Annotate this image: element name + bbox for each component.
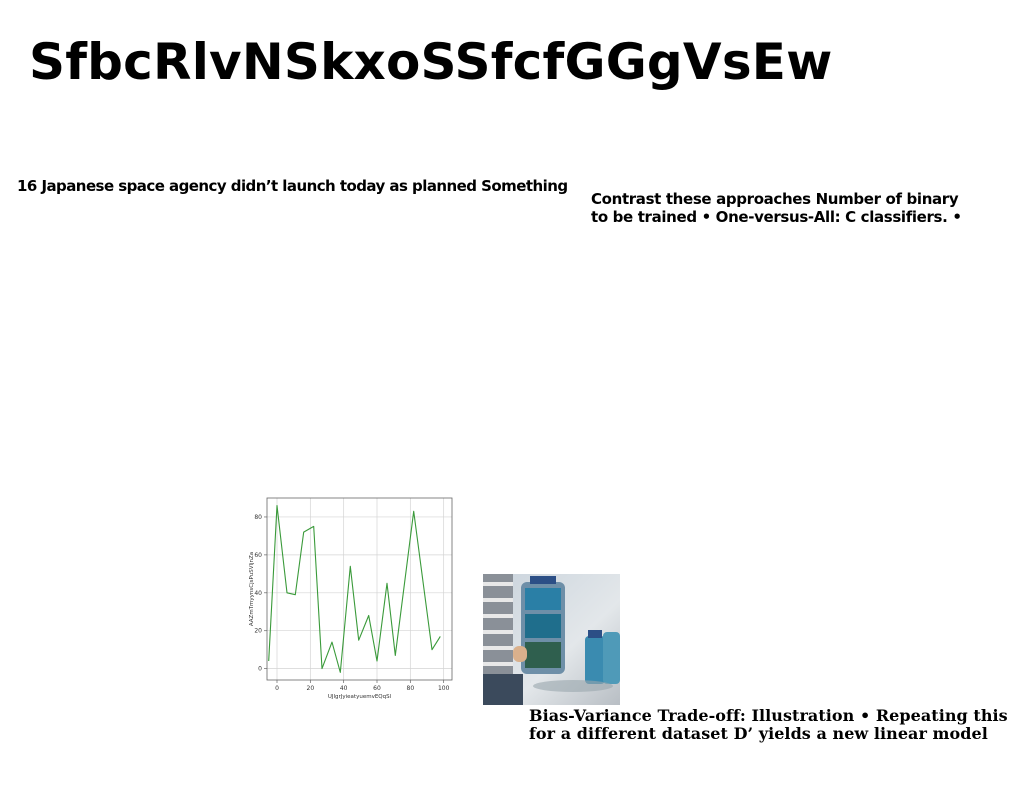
text-block-3-line-2: for a different dataset D’ yields a new … <box>529 724 988 743</box>
text-block-3: Bias-Variance Trade-off: Illustration • … <box>529 707 1008 743</box>
x-axis-label: UJlgrJyieatyuemvEQqSl <box>328 694 392 700</box>
y-tick-label: 40 <box>254 590 262 597</box>
y-tick-label: 0 <box>258 666 262 673</box>
text-block-1: 16 Japanese space agency didn’t launch t… <box>17 177 568 195</box>
y-axis-label: AAZmTmyynsCjsPuSVljnZa <box>249 552 255 626</box>
line-chart: 0 20 40 60 80 100 0 20 40 60 80 UJlgrJyieatyuemvEQq… <box>249 497 453 700</box>
photo-person-holding-jars <box>483 574 620 705</box>
y-tick-label: 20 <box>254 628 262 635</box>
text-block-2: Contrast these approaches Number of bina… <box>591 190 962 226</box>
page-title: SfbcRlvNSkxoSSfcfGGgVsEw <box>29 33 833 91</box>
series-line <box>268 505 441 673</box>
x-tick-label: 60 <box>373 685 381 692</box>
text-block-2-line-1: Contrast these approaches Number of bina… <box>591 190 959 208</box>
plot-frame <box>266 497 453 681</box>
x-tick-label: 100 <box>438 685 450 692</box>
text-block-3-line-1: Bias-Variance Trade-off: Illustration • … <box>529 706 1008 725</box>
y-tick-label: 80 <box>254 514 262 521</box>
text-block-2-line-2: to be trained • One-versus-All: C classi… <box>591 208 962 226</box>
x-tick-label: 40 <box>340 685 348 692</box>
y-tick-label: 60 <box>254 552 262 559</box>
x-tick-label: 80 <box>407 685 415 692</box>
x-tick-label: 20 <box>307 685 315 692</box>
x-tick-label: 0 <box>275 685 279 692</box>
